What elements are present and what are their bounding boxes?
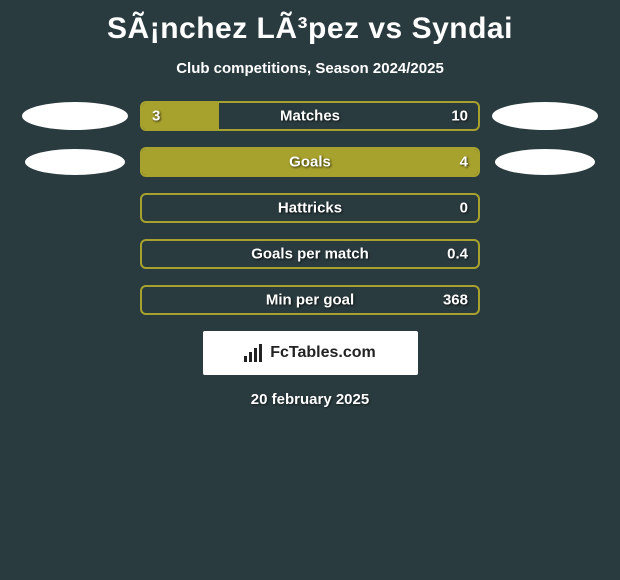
comparison-rows: 3 Matches 10 Goals 4 Hattricks 0 Goals per matc…: [0, 101, 620, 315]
stat-right-value: 0.4: [447, 246, 468, 263]
stat-row: 3 Matches 10: [0, 101, 620, 131]
player2-ellipse-icon: [495, 149, 595, 175]
stat-row: Hattricks 0: [0, 193, 620, 223]
stat-label: Goals: [289, 154, 331, 171]
stat-label: Hattricks: [278, 200, 342, 217]
page-subtitle: Club competitions, Season 2024/2025: [0, 60, 620, 77]
page-title: SÃ¡nchez LÃ³pez vs Syndai: [0, 0, 620, 46]
player1-ellipse-icon: [22, 102, 128, 130]
left-ellipse-holder: [30, 149, 140, 175]
right-ellipse-holder: [480, 149, 590, 175]
stat-row: Goals 4: [0, 147, 620, 177]
stat-bar: Hattricks 0: [140, 193, 480, 223]
player1-ellipse-icon: [25, 149, 125, 175]
stat-bar: Min per goal 368: [140, 285, 480, 315]
brand-bar-icon: [259, 344, 262, 362]
stat-bar: 3 Matches 10: [140, 101, 480, 131]
player2-ellipse-icon: [492, 102, 598, 130]
stat-bar: Goals 4: [140, 147, 480, 177]
stat-label: Min per goal: [266, 292, 354, 309]
stat-row: Goals per match 0.4: [0, 239, 620, 269]
stat-label: Matches: [280, 108, 340, 125]
stat-left-value: 3: [152, 108, 160, 125]
brand-bar-icon: [249, 352, 252, 362]
stat-right-value: 0: [460, 200, 468, 217]
stat-right-value: 4: [460, 154, 468, 171]
right-ellipse-holder: [480, 102, 590, 130]
brand-bar-icon: [244, 356, 247, 362]
brand-badge: FcTables.com: [203, 331, 418, 375]
footer-date: 20 february 2025: [0, 391, 620, 408]
brand-logo: FcTables.com: [244, 344, 376, 362]
brand-bar-icon: [254, 348, 257, 362]
brand-text: FcTables.com: [270, 344, 376, 362]
stat-right-value: 368: [443, 292, 468, 309]
brand-bars-icon: [244, 344, 264, 362]
stat-row: Min per goal 368: [0, 285, 620, 315]
stat-label: Goals per match: [251, 246, 369, 263]
left-ellipse-holder: [30, 102, 140, 130]
stat-bar: Goals per match 0.4: [140, 239, 480, 269]
stat-right-value: 10: [451, 108, 468, 125]
